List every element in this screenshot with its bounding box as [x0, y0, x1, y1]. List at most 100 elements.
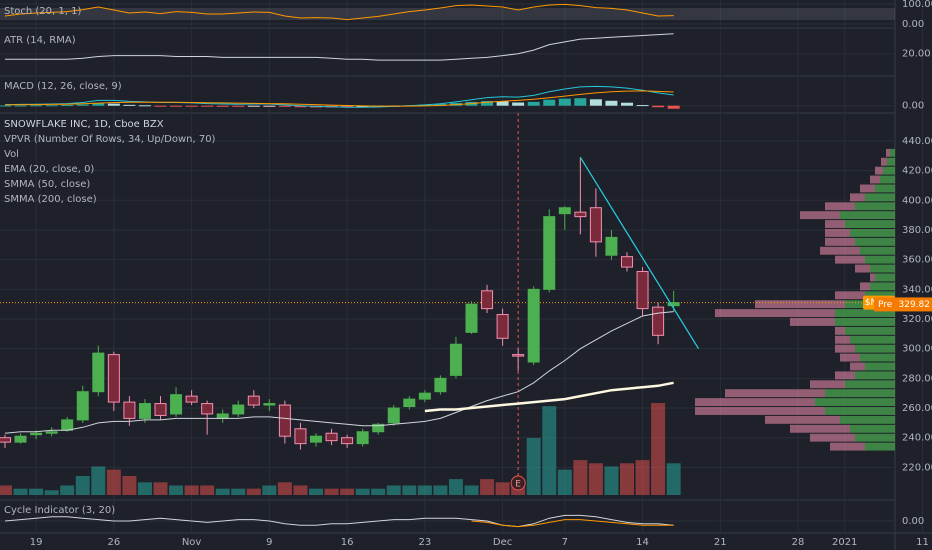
vpvr-down	[695, 398, 815, 407]
vpvr-up	[825, 389, 895, 398]
volume-bar	[137, 482, 152, 495]
macd-histogram-bar	[574, 98, 587, 106]
vpvr-down	[870, 273, 875, 282]
vpvr-down	[715, 309, 835, 318]
candle-body	[201, 403, 214, 415]
macd-line	[4, 85, 674, 108]
candle-body	[574, 211, 587, 218]
volume-bar	[277, 482, 292, 495]
chart-title: SNOWFLAKE INC, 1D, Cboe BZX	[4, 119, 164, 130]
stoch-line	[4, 3, 674, 21]
plot-layer: E	[0, 0, 923, 533]
volume-bar	[417, 485, 432, 495]
macd-histogram-bar	[278, 105, 291, 107]
vpvr-down	[790, 424, 850, 433]
vpvr-down	[790, 318, 835, 326]
volume-bar	[200, 485, 215, 495]
candle-body	[14, 435, 27, 443]
candle-body	[605, 236, 618, 256]
volume-bar	[371, 488, 386, 495]
vpvr-down	[695, 407, 825, 415]
macd-histogram-bar	[0, 105, 11, 107]
vpvr-down	[810, 433, 855, 442]
volume-bar	[666, 463, 681, 495]
candle-body	[170, 394, 183, 415]
vpvr-up	[850, 335, 895, 344]
macd-histogram-bar	[481, 101, 494, 106]
volume-bar	[293, 485, 308, 495]
x-tick-label: Dec	[493, 537, 512, 548]
candle-body	[185, 395, 198, 403]
volume-bar	[215, 488, 230, 495]
candle-body	[465, 303, 478, 333]
x-tick-label: 14	[636, 537, 649, 548]
ma-line	[4, 311, 674, 434]
cycle-line	[4, 514, 674, 528]
macd-histogram-bar	[61, 105, 74, 107]
candle-body	[667, 302, 680, 307]
vpvr-down	[835, 344, 855, 353]
volume-bar	[355, 488, 370, 495]
y-tick-label: 400.00	[902, 195, 932, 206]
volume-bar	[309, 488, 323, 495]
volume-bar	[106, 469, 121, 495]
vpvr-up	[845, 220, 895, 228]
macd-histogram-bar	[294, 105, 307, 108]
vpvr-down	[875, 166, 883, 175]
y-tick-label: 280.00	[902, 373, 932, 384]
vpvr-down	[886, 148, 890, 157]
macd-histogram-bar	[45, 105, 58, 107]
volume-bar	[620, 463, 634, 495]
macd-histogram-bar	[434, 104, 447, 106]
stoch-band	[0, 8, 895, 20]
macd-histogram-bar	[589, 99, 602, 106]
candle-body	[138, 403, 151, 419]
volume-bar	[651, 403, 666, 495]
vpvr-down	[825, 220, 845, 228]
candle-body	[294, 428, 307, 445]
candle-body	[512, 354, 525, 357]
x-tick-label: Nov	[182, 537, 202, 548]
candle-body	[154, 403, 167, 416]
macd-histogram-bar	[14, 105, 27, 107]
volume-bar	[153, 482, 168, 495]
macd-histogram-bar	[263, 105, 276, 107]
vpvr-up	[845, 380, 895, 389]
vpvr-up	[860, 246, 895, 255]
volume-bar	[44, 490, 59, 495]
macd-histogram-bar	[605, 100, 618, 106]
volume-bar	[246, 488, 261, 495]
vpvr-up	[835, 318, 895, 326]
vpvr-down	[881, 157, 887, 166]
volume-bar	[324, 488, 339, 495]
premarket-tag: Pre	[878, 300, 893, 310]
candle-body	[449, 343, 462, 376]
candle-body	[496, 314, 509, 339]
x-tick-label: 28	[792, 537, 805, 548]
y-tick-label: 320.00	[902, 314, 932, 325]
volume-bar	[122, 475, 137, 495]
macd-histogram-bar	[123, 104, 136, 106]
macd-title: MACD (12, 26, close, 9)	[4, 81, 122, 92]
vpvr-up	[875, 184, 895, 193]
vpvr-down	[755, 300, 845, 309]
candle-body	[92, 352, 105, 393]
vpvr-down	[860, 184, 875, 193]
candle-body	[341, 437, 354, 445]
premarket-label-box	[874, 297, 932, 312]
candle-body	[45, 431, 58, 434]
macd-histogram-bar	[170, 105, 183, 107]
candle-body	[527, 288, 540, 363]
vpvr-down	[825, 237, 855, 246]
legend-entry: Vol	[4, 149, 19, 160]
candle-body	[107, 354, 120, 403]
macd-histogram-bar	[496, 101, 509, 106]
volume-bar	[29, 488, 44, 495]
vpvr-down	[835, 371, 855, 380]
vpvr-up	[870, 282, 895, 291]
vpvr-up	[825, 407, 895, 415]
candle-body	[263, 403, 276, 406]
candle-body	[76, 391, 89, 421]
macd-histogram-bar	[232, 105, 245, 107]
macd-histogram-bar	[341, 105, 354, 108]
